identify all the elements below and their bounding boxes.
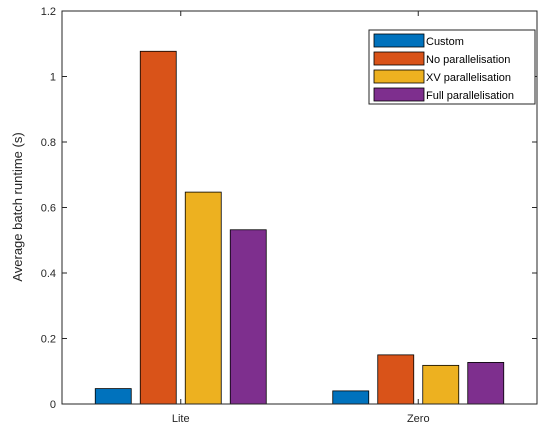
bar-zero-full-parallelisation: [467, 362, 505, 405]
legend-swatch: [373, 33, 425, 48]
bar-zero-no-parallelisation: [377, 354, 415, 405]
y-tick-label: 0.6: [41, 203, 56, 215]
legend-label: Full parallelisation: [426, 90, 514, 102]
bars-group: [94, 50, 505, 405]
legend: Custom No parallelisation XV parallelisati…: [368, 29, 536, 105]
y-tick-label: 0.4: [41, 268, 56, 280]
axes-group: Lite Zero 0 0.2 0.4 0.6 0.8 1 1.2: [41, 6, 538, 425]
bar-lite-custom: [94, 388, 132, 405]
axes-box: [61, 10, 538, 405]
bar-zero-custom: [332, 390, 370, 405]
legend-label: Custom: [426, 36, 464, 48]
legend-label: XV parallelisation: [426, 72, 511, 84]
legend-swatch: [373, 69, 425, 84]
bar-zero-xv-parallelisation: [422, 364, 460, 405]
bar-lite-full-parallelisation: [229, 229, 267, 405]
y-axis-label: Average batch runtime (s): [10, 132, 25, 281]
y-tick-label: 0.8: [41, 137, 56, 149]
legend-swatch: [373, 51, 425, 66]
y-tick-label: 0.2: [41, 334, 56, 346]
y-tick-label: 1.2: [41, 6, 56, 18]
y-tick-label: 0: [50, 399, 56, 411]
legend-swatch: [373, 87, 425, 102]
x-tick-label: Zero: [407, 413, 430, 425]
x-tick-label: Lite: [172, 413, 190, 425]
bar-lite-xv-parallelisation: [184, 191, 222, 405]
legend-label: No parallelisation: [426, 54, 510, 66]
y-tick-label: 1: [50, 72, 56, 84]
bar-lite-no-parallelisation: [139, 50, 177, 405]
